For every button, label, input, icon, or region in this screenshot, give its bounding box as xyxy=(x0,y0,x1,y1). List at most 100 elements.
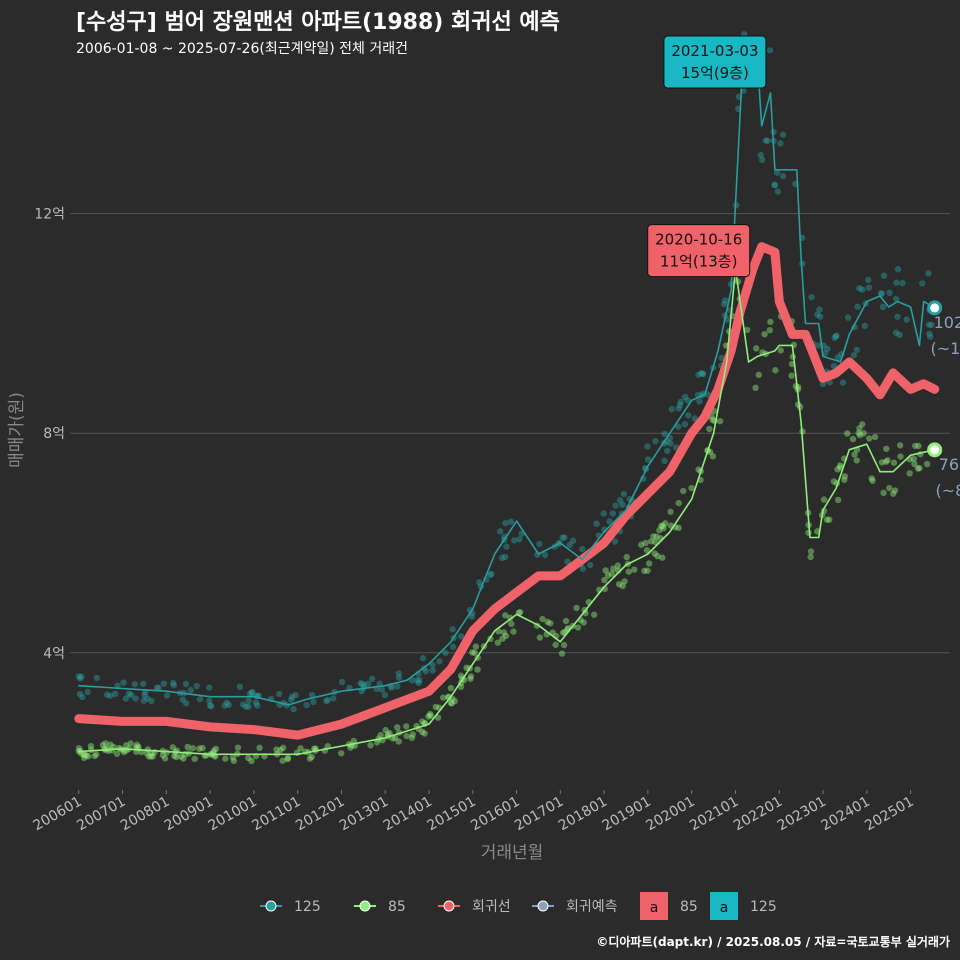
scatter-point-85 xyxy=(650,533,657,540)
scatter-point-125 xyxy=(148,697,155,705)
scatter-point-125 xyxy=(681,393,689,401)
scatter-point-125 xyxy=(611,538,619,545)
scatter-point-85 xyxy=(688,484,695,492)
scatter-point-85 xyxy=(906,470,913,477)
scatter-point-125 xyxy=(766,47,774,54)
scatter-point-85 xyxy=(248,757,255,765)
scatter-point-85 xyxy=(189,744,196,752)
x-tick-label: 202201 xyxy=(731,794,785,835)
scatter-point-125 xyxy=(395,674,403,681)
scatter-point-125 xyxy=(223,699,231,706)
scatter-point-85 xyxy=(604,572,612,579)
scatter-point-85 xyxy=(91,752,98,760)
scatter-point-125 xyxy=(764,137,771,144)
scatter-point-125 xyxy=(620,490,628,498)
scatter-point-85 xyxy=(451,697,459,705)
scatter-point-125 xyxy=(324,696,331,704)
legend-fill-key xyxy=(640,892,668,920)
scatter-point-85 xyxy=(147,753,155,760)
scatter-point-125 xyxy=(114,682,121,689)
scatter-point-85 xyxy=(159,752,167,759)
scatter-point-85 xyxy=(93,751,100,758)
scatter-point-125 xyxy=(677,398,684,406)
scatter-point-85 xyxy=(474,666,481,673)
scatter-point-125 xyxy=(685,412,692,419)
scatter-point-125 xyxy=(894,313,901,320)
scatter-point-85 xyxy=(123,742,130,749)
scatter-point-125 xyxy=(359,680,366,688)
scatter-point-85 xyxy=(659,554,666,561)
scatter-point-125 xyxy=(144,695,151,702)
scatter-point-85 xyxy=(805,529,812,536)
scatter-point-85 xyxy=(149,753,156,760)
scatter-point-85 xyxy=(425,713,432,720)
scatter-point-125 xyxy=(675,405,682,412)
scatter-point-85 xyxy=(547,620,554,627)
scatter-point-85 xyxy=(386,730,393,737)
scatter-point-125 xyxy=(206,684,213,691)
annotation-box xyxy=(663,35,767,89)
legend-fill-label: 125 xyxy=(750,899,777,915)
scatter-point-125 xyxy=(668,405,675,413)
scatter-point-125 xyxy=(170,682,178,689)
scatter-point-125 xyxy=(684,397,691,404)
scatter-point-85 xyxy=(143,750,150,757)
scatter-point-85 xyxy=(752,384,759,392)
scatter-point-85 xyxy=(614,562,622,569)
scatter-point-85 xyxy=(80,751,87,758)
scatter-point-125 xyxy=(644,456,652,463)
x-axis-ticks: 2006012007012008012009012010012011012012… xyxy=(30,790,917,835)
scatter-point-125 xyxy=(303,701,310,709)
scatter-point-125 xyxy=(779,172,787,180)
annotation-price: 11억(13층) xyxy=(660,253,737,271)
scatter-point-85 xyxy=(910,455,918,463)
scatter-point-125 xyxy=(722,297,729,304)
scatter-point-125 xyxy=(569,537,577,544)
scatter-point-85 xyxy=(853,457,860,464)
scatter-point-85 xyxy=(886,484,893,492)
scatter-point-85 xyxy=(177,753,185,760)
scatter-point-85 xyxy=(915,442,922,450)
scatter-point-85 xyxy=(338,750,345,757)
scatter-point-125 xyxy=(140,697,148,704)
scatter-point-85 xyxy=(662,520,669,527)
x-tick-label: 201401 xyxy=(381,794,435,835)
end-labels: 102,833 (~125㎡) 76,978 (~85㎡) xyxy=(927,300,960,500)
scatter-point-85 xyxy=(494,639,502,646)
scatter-point-125 xyxy=(561,534,568,541)
scatter-point-85 xyxy=(855,429,862,437)
scatter-point-85 xyxy=(419,728,426,736)
scatter-point-85 xyxy=(536,634,544,641)
scatter-point-85 xyxy=(866,435,873,442)
chart-title: [수성구] 범어 장원맨션 아파트(1988) 회귀선 예측 xyxy=(76,10,560,35)
scatter-point-125 xyxy=(376,680,383,687)
scatter-point-125 xyxy=(564,558,571,565)
scatter-point-85 xyxy=(210,747,218,755)
scatter-point-125 xyxy=(103,691,111,698)
scatter-point-125 xyxy=(865,284,873,291)
scatter-point-125 xyxy=(76,675,84,682)
scatter-point-125 xyxy=(496,528,504,535)
scatter-point-125 xyxy=(236,683,243,691)
chart-subtitle: 2006-01-08 ~ 2025-07-26(최근계약일) 전체 거래건 xyxy=(76,41,408,57)
scatter-point-85 xyxy=(912,442,919,450)
scatter-point-85 xyxy=(807,548,815,555)
scatter-point-85 xyxy=(467,675,474,682)
scatter-point-85 xyxy=(560,641,568,649)
scatter-point-125 xyxy=(449,643,457,651)
scatter-point-125 xyxy=(644,443,651,450)
scatter-point-85 xyxy=(648,538,655,545)
scatter-point-85 xyxy=(788,372,795,379)
scatter-point-85 xyxy=(279,757,286,764)
y-tick-label: 12억 xyxy=(34,207,65,223)
scatter-point-125 xyxy=(808,294,815,301)
scatter-point-125 xyxy=(859,286,866,293)
scatter-point-85 xyxy=(367,742,374,749)
scatter-point-85 xyxy=(834,466,841,473)
scatter-point-85 xyxy=(469,649,476,656)
scatter-point-125 xyxy=(131,681,138,688)
scatter-point-85 xyxy=(767,318,774,326)
scatter-point-125 xyxy=(436,658,443,665)
scatter-point-85 xyxy=(99,741,107,749)
scatter-point-125 xyxy=(501,533,508,541)
